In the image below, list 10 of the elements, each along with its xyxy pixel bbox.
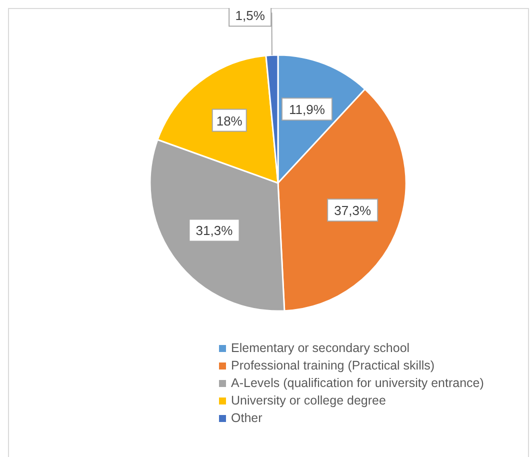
data-label: 11,9% xyxy=(289,102,326,118)
data-label: 37,3% xyxy=(334,203,372,218)
legend-label: University or college degree xyxy=(231,394,386,408)
data-label: 1,5% xyxy=(235,8,266,24)
data-label: 18% xyxy=(216,113,243,128)
data-label: 31,3% xyxy=(196,223,234,238)
legend-label: Elementary or secondary school xyxy=(231,341,410,355)
legend-label: A-Levels (qualification for university entrance) xyxy=(231,376,484,390)
legend-label: Professional training (Practical skills) xyxy=(231,358,435,372)
legend-label: Other xyxy=(231,411,262,425)
